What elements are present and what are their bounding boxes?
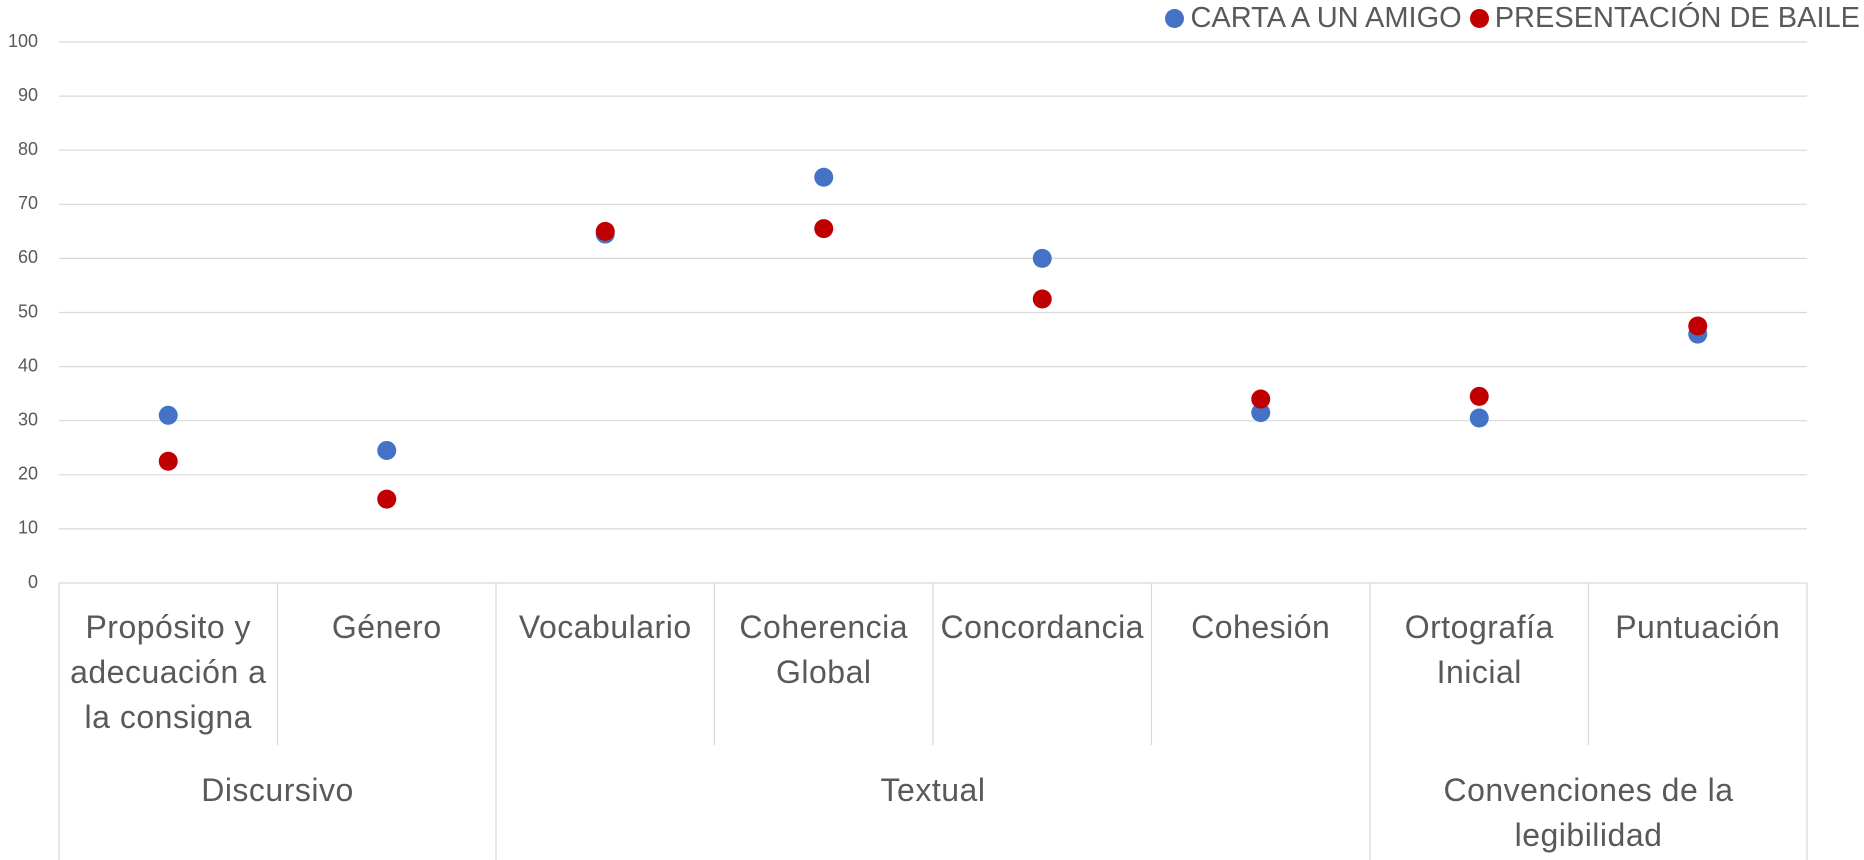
x-tick-label: Género — [331, 609, 442, 645]
data-point — [1032, 248, 1052, 268]
data-point — [595, 221, 615, 241]
data-point — [1688, 316, 1708, 336]
legend-marker — [1165, 9, 1185, 28]
x-tick-label: Concordancia — [940, 609, 1144, 645]
legend-label: CARTA A UN AMIGO — [1190, 2, 1462, 34]
data-point — [1469, 386, 1489, 406]
y-tick-label: 20 — [18, 464, 38, 484]
data-point — [158, 451, 178, 471]
y-tick-label: 80 — [18, 139, 38, 159]
data-point — [814, 167, 834, 187]
group-label: Discursivo — [201, 772, 354, 808]
legend: CARTA A UN AMIGO PRESENTACIÓN DE BAILE — [1157, 2, 1860, 35]
data-point — [1251, 389, 1271, 409]
y-tick-label: 100 — [8, 31, 38, 51]
group-label: Convenciones de la legibilidad — [1443, 772, 1734, 853]
legend-marker — [1469, 9, 1489, 28]
data-point — [1251, 403, 1271, 423]
legend-label: PRESENTACIÓN DE BAILE — [1494, 2, 1860, 34]
y-tick-label: 10 — [18, 518, 38, 538]
group-label: Textual — [880, 772, 986, 808]
y-tick-label: 30 — [18, 409, 38, 429]
y-tick-label: 40 — [18, 355, 38, 375]
legend-item: PRESENTACIÓN DE BAILE — [1469, 2, 1860, 35]
y-tick-label: 70 — [18, 193, 38, 213]
y-tick-label: 90 — [18, 85, 38, 105]
x-tick-label: Ortografía Inicial — [1404, 609, 1554, 690]
x-tick-label: Cohesión — [1191, 609, 1331, 645]
x-tick-label: Coherencia Global — [739, 609, 909, 690]
data-point — [814, 219, 834, 239]
x-tick-label: Propósito y adecuación a la consigna — [70, 609, 267, 735]
legend-item: CARTA A UN AMIGO — [1165, 2, 1462, 35]
x-tick-label: Puntuación — [1615, 609, 1781, 645]
data-point — [158, 405, 178, 425]
data-point — [1032, 289, 1052, 309]
data-point — [377, 489, 397, 509]
y-tick-label: 0 — [28, 572, 38, 592]
data-point — [377, 440, 397, 460]
y-tick-label: 50 — [18, 301, 38, 321]
y-tick-label: 60 — [18, 247, 38, 267]
data-point — [1469, 408, 1489, 428]
x-tick-label: Vocabulario — [518, 609, 692, 645]
